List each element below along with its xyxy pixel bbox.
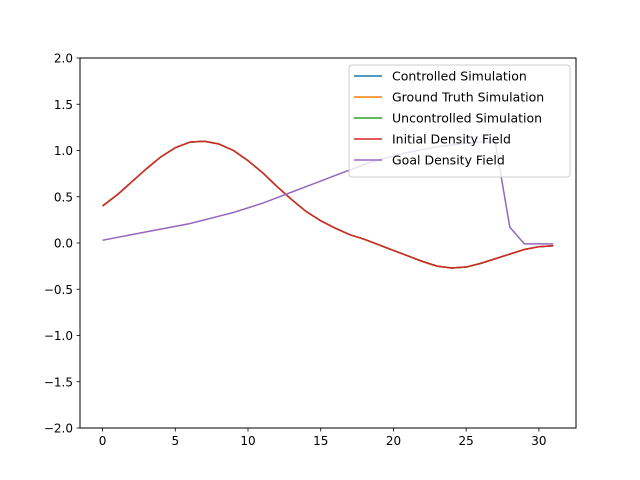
legend-label-0: Controlled Simulation bbox=[392, 69, 527, 84]
x-tick-label: 10 bbox=[240, 434, 255, 448]
x-tick-label: 15 bbox=[313, 434, 328, 448]
x-tick-label: 25 bbox=[459, 434, 474, 448]
legend-label-2: Uncontrolled Simulation bbox=[392, 111, 542, 126]
x-tick-label: 5 bbox=[171, 434, 179, 448]
x-tick-label: 0 bbox=[99, 434, 107, 448]
x-axis: 0 5 10 15 20 25 30 bbox=[99, 428, 547, 448]
y-tick-label: 0.5 bbox=[54, 190, 73, 204]
y-tick-label: 2.0 bbox=[54, 52, 73, 66]
series-line-3 bbox=[102, 140, 554, 269]
y-tick-label: 0.0 bbox=[54, 237, 73, 251]
y-axis: −2.0 −1.5 −1.0 −0.5 0.0 0.5 1.0 1.5 2.0 bbox=[44, 52, 80, 436]
y-tick-label: −1.0 bbox=[44, 329, 73, 343]
legend-box bbox=[348, 64, 571, 178]
legend-label-1: Ground Truth Simulation bbox=[392, 90, 544, 105]
y-tick-label: 1.0 bbox=[54, 144, 73, 158]
series-layer bbox=[102, 140, 554, 269]
x-tick-label: 30 bbox=[531, 434, 546, 448]
y-tick-label: 1.5 bbox=[54, 98, 73, 112]
x-tick-label: 20 bbox=[386, 434, 401, 448]
y-tick-label: −0.5 bbox=[44, 283, 73, 297]
legend-label-4: Goal Density Field bbox=[392, 153, 505, 168]
y-tick-label: −1.5 bbox=[44, 375, 73, 389]
legend: Controlled Simulation Ground Truth Simula… bbox=[348, 64, 571, 178]
legend-label-3: Initial Density Field bbox=[392, 132, 511, 147]
y-tick-label: −2.0 bbox=[44, 422, 73, 436]
